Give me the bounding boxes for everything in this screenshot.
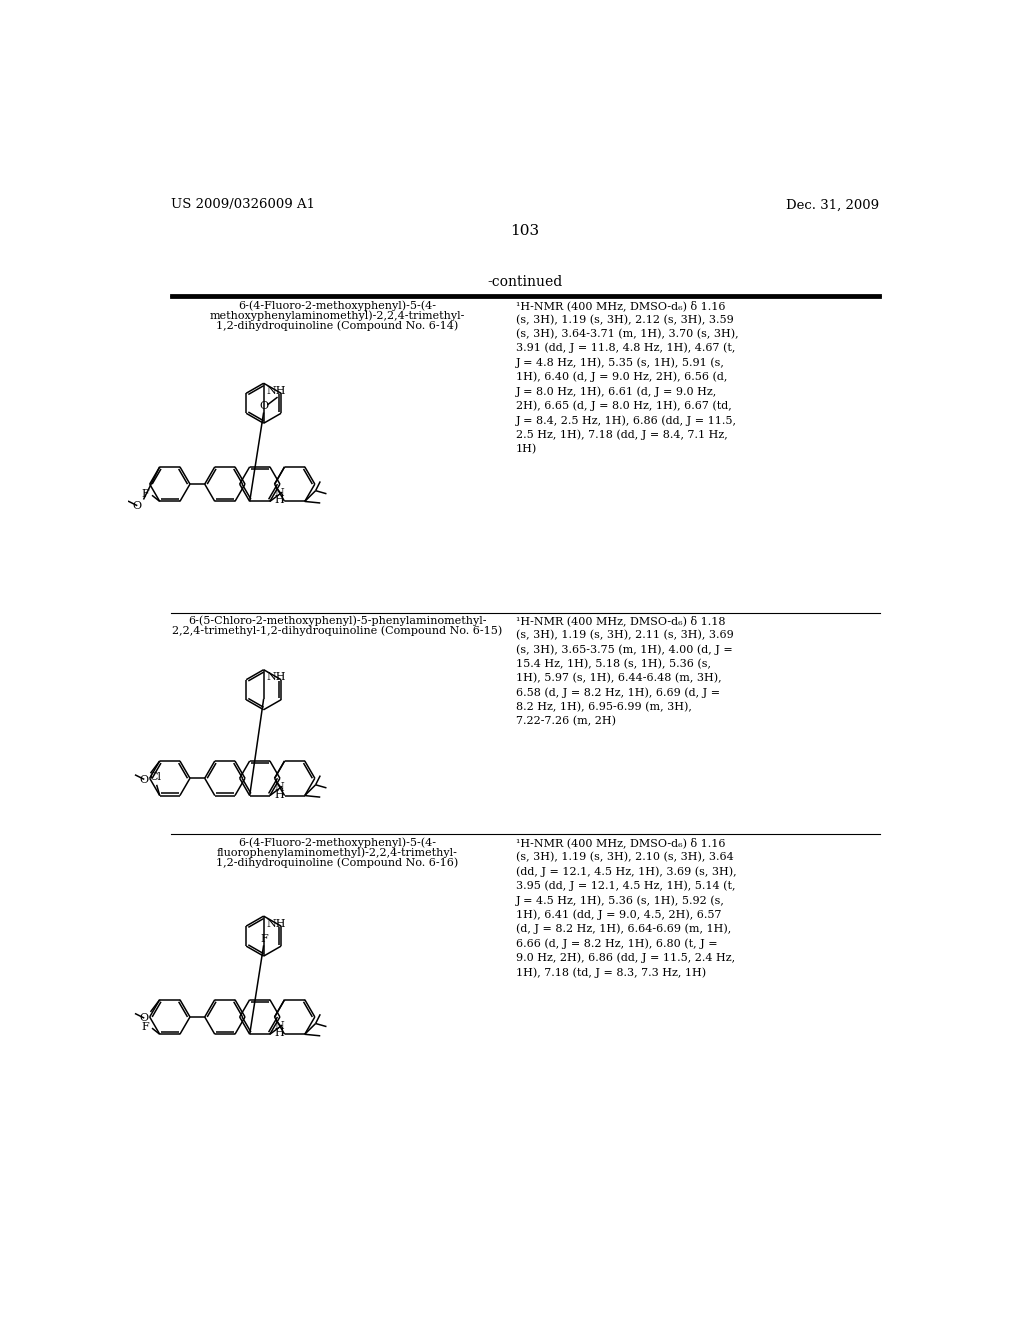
Text: -continued: -continued xyxy=(487,276,562,289)
Text: F: F xyxy=(260,933,268,944)
Text: H: H xyxy=(274,789,285,800)
Text: F: F xyxy=(141,1022,148,1032)
Text: H: H xyxy=(274,1028,285,1039)
Text: Dec. 31, 2009: Dec. 31, 2009 xyxy=(785,198,879,211)
Text: 103: 103 xyxy=(510,224,540,238)
Text: 1,2-dihydroquinoline (Compound No. 6-16): 1,2-dihydroquinoline (Compound No. 6-16) xyxy=(216,858,459,869)
Text: NH: NH xyxy=(266,919,287,929)
Text: ¹H-NMR (400 MHz, DMSO-d₆) δ 1.16
(s, 3H), 1.19 (s, 3H), 2.12 (s, 3H), 3.59
(s, 3: ¹H-NMR (400 MHz, DMSO-d₆) δ 1.16 (s, 3H)… xyxy=(515,300,738,454)
Text: methoxyphenylaminomethyl)-2,2,4-trimethyl-: methoxyphenylaminomethyl)-2,2,4-trimethy… xyxy=(210,310,465,321)
Text: NH: NH xyxy=(266,672,287,682)
Text: N: N xyxy=(274,1020,285,1031)
Text: US 2009/0326009 A1: US 2009/0326009 A1 xyxy=(171,198,314,211)
Text: 6-(5-Chloro-2-methoxyphenyl)-5-phenylaminomethyl-: 6-(5-Chloro-2-methoxyphenyl)-5-phenylami… xyxy=(188,615,486,627)
Text: O: O xyxy=(139,1014,148,1023)
Text: O: O xyxy=(139,775,148,785)
Text: N: N xyxy=(274,488,285,498)
Text: Cl: Cl xyxy=(150,772,161,781)
Text: 2,2,4-trimethyl-1,2-dihydroquinoline (Compound No. 6-15): 2,2,4-trimethyl-1,2-dihydroquinoline (Co… xyxy=(172,626,503,636)
Text: ¹H-NMR (400 MHz, DMSO-d₆) δ 1.18
(s, 3H), 1.19 (s, 3H), 2.11 (s, 3H), 3.69
(s, 3: ¹H-NMR (400 MHz, DMSO-d₆) δ 1.18 (s, 3H)… xyxy=(515,615,733,726)
Text: H: H xyxy=(274,495,285,506)
Text: N: N xyxy=(274,781,285,792)
Text: NH: NH xyxy=(266,385,287,396)
Text: 1,2-dihydroquinoline (Compound No. 6-14): 1,2-dihydroquinoline (Compound No. 6-14) xyxy=(216,321,459,331)
Text: 6-(4-Fluoro-2-methoxyphenyl)-5-(4-: 6-(4-Fluoro-2-methoxyphenyl)-5-(4- xyxy=(239,300,436,310)
Text: ¹H-NMR (400 MHz, DMSO-d₆) δ 1.16
(s, 3H), 1.19 (s, 3H), 2.10 (s, 3H), 3.64
(dd, : ¹H-NMR (400 MHz, DMSO-d₆) δ 1.16 (s, 3H)… xyxy=(515,837,736,978)
Text: fluorophenylaminomethyl)-2,2,4-trimethyl-: fluorophenylaminomethyl)-2,2,4-trimethyl… xyxy=(217,847,458,858)
Text: O: O xyxy=(133,502,142,511)
Text: 6-(4-Fluoro-2-methoxyphenyl)-5-(4-: 6-(4-Fluoro-2-methoxyphenyl)-5-(4- xyxy=(239,837,436,849)
Text: F: F xyxy=(141,488,148,499)
Text: O: O xyxy=(260,401,269,411)
